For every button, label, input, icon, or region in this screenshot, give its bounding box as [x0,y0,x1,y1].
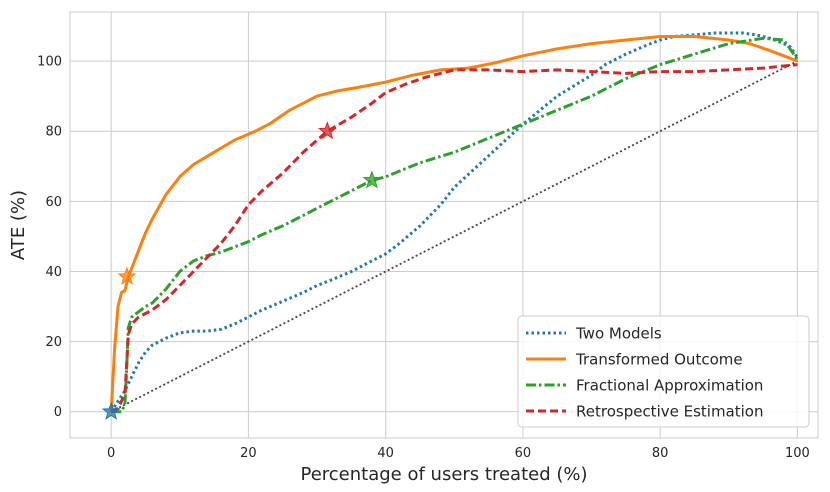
fractional-approximation-line [111,36,799,414]
y-tick-label: 100 [37,55,62,70]
x-tick-label: 40 [377,446,394,461]
two-models-legend-label: Two Models [575,325,662,343]
legend-box [517,315,810,428]
retrospective-estimation-line [110,63,798,414]
fractional-approximation-star-marker [362,170,382,189]
y-tick-label: 0 [54,405,62,420]
transformed-outcome-star-marker [117,266,137,285]
y-axis-title: ATE (%) [8,190,29,260]
transformed-outcome-line [109,35,798,412]
x-tick-label: 0 [107,446,115,461]
fractional-approximation-legend-label: Fractional Approximation [576,377,763,395]
y-tick-label: 80 [45,125,62,140]
y-tick-label: 60 [45,195,62,210]
x-axis-title: Percentage of users treated (%) [300,464,587,485]
x-tick-label: 60 [515,446,532,461]
two-models-line [109,31,799,413]
y-tick-label: 40 [45,265,62,280]
x-tick-label: 20 [240,446,257,461]
retrospective-estimation-star-marker [317,121,337,140]
x-axis-ticks: 0 20 40 60 80 100 [107,446,810,461]
legend: Two Models Transformed Outcome Fractional … [517,315,810,428]
x-tick-label: 80 [652,446,669,461]
x-tick-label: 100 [785,446,810,461]
y-tick-label: 20 [45,335,62,350]
retrospective-estimation-legend-label: Retrospective Estimation [576,403,764,421]
series-layer [109,31,799,414]
transformed-outcome-legend-label: Transformed Outcome [575,351,743,369]
y-axis-ticks: 0 20 40 60 80 100 [37,55,62,421]
marker-layer [101,121,382,420]
two-models-star-marker [101,401,121,420]
